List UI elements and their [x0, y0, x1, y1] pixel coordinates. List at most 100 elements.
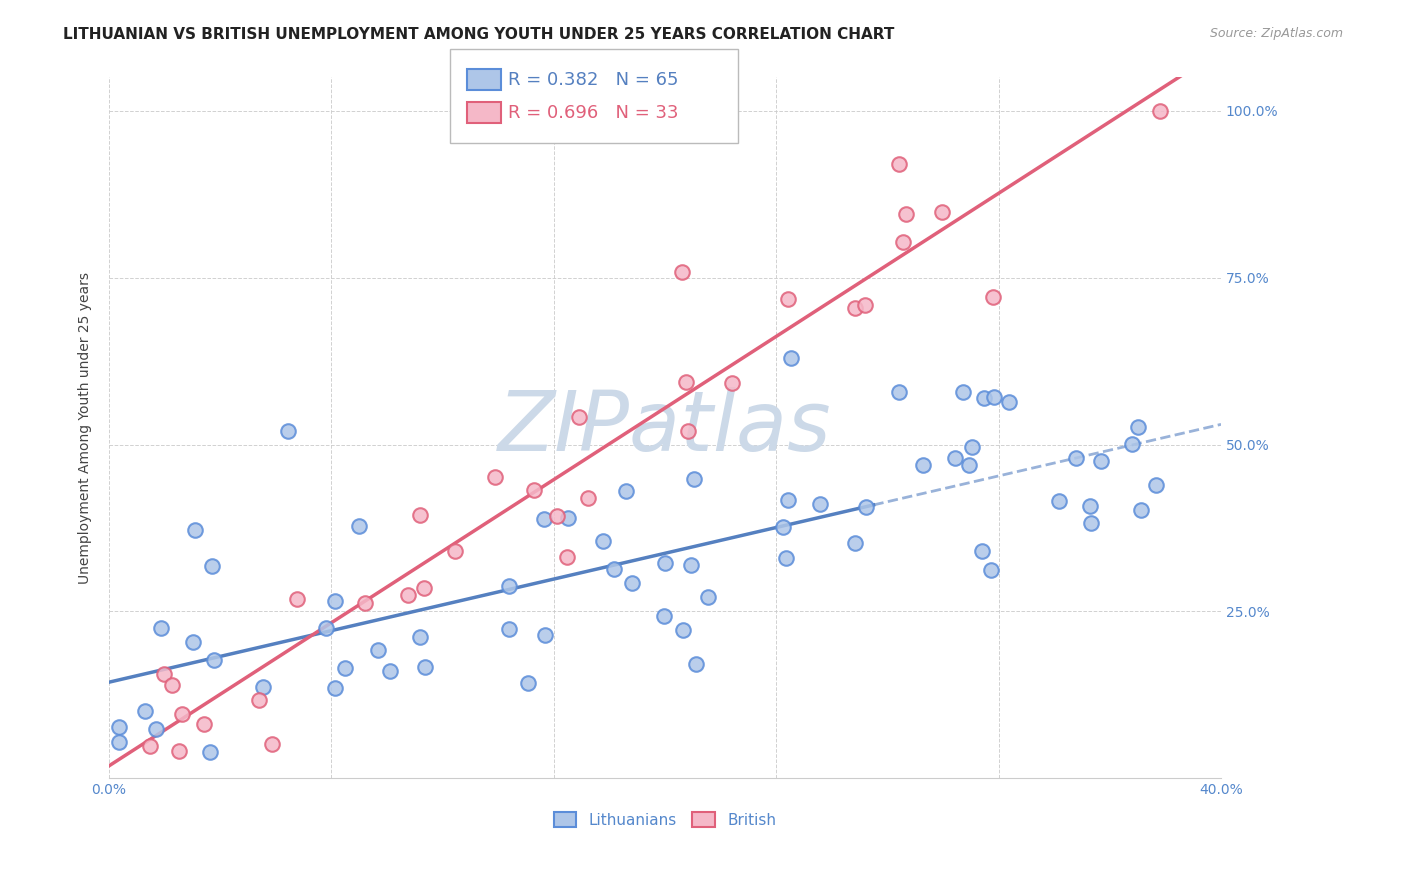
Point	[614, 483, 637, 498]
Point	[682, 472, 704, 486]
Point	[576, 491, 599, 506]
Point	[1144, 478, 1167, 492]
Point	[252, 680, 274, 694]
Point	[675, 376, 697, 390]
Point	[775, 550, 797, 565]
Point	[498, 622, 520, 636]
Point	[1066, 451, 1088, 466]
Point	[160, 678, 183, 692]
Point	[911, 458, 934, 473]
Point	[134, 704, 156, 718]
Point	[891, 235, 914, 250]
Point	[983, 391, 1005, 405]
Point	[720, 376, 742, 391]
Point	[444, 544, 467, 558]
Point	[277, 424, 299, 438]
Point	[409, 508, 432, 523]
Point	[981, 290, 1004, 304]
Point	[108, 735, 131, 749]
Point	[533, 512, 555, 526]
Point	[621, 576, 644, 591]
Point	[980, 563, 1002, 577]
Point	[1080, 516, 1102, 530]
Point	[349, 518, 371, 533]
Point	[152, 667, 174, 681]
Point	[778, 293, 800, 307]
Point	[808, 497, 831, 511]
Point	[887, 157, 910, 171]
Point	[183, 635, 205, 649]
Point	[184, 524, 207, 538]
Point	[107, 720, 129, 734]
Text: R = 0.696   N = 33: R = 0.696 N = 33	[508, 104, 678, 122]
Legend: Lithuanians, British: Lithuanians, British	[547, 805, 783, 834]
Point	[894, 207, 917, 221]
Point	[193, 716, 215, 731]
Text: LITHUANIAN VS BRITISH UNEMPLOYMENT AMONG YOUTH UNDER 25 YEARS CORRELATION CHART: LITHUANIAN VS BRITISH UNEMPLOYMENT AMONG…	[63, 27, 894, 42]
Point	[412, 581, 434, 595]
Point	[960, 441, 983, 455]
Point	[780, 351, 803, 365]
Text: ZIPatlas: ZIPatlas	[498, 387, 832, 468]
Point	[1047, 493, 1070, 508]
Point	[555, 550, 578, 565]
Point	[685, 657, 707, 672]
Point	[285, 591, 308, 606]
Point	[367, 642, 389, 657]
Point	[603, 562, 626, 576]
Point	[145, 722, 167, 736]
Point	[1080, 499, 1102, 513]
Point	[945, 451, 967, 466]
Point	[323, 681, 346, 696]
Point	[534, 628, 557, 642]
Point	[776, 493, 799, 508]
Point	[415, 660, 437, 674]
Point	[676, 424, 699, 438]
Point	[952, 384, 974, 399]
Point	[671, 265, 693, 279]
Point	[652, 609, 675, 624]
Text: R = 0.382   N = 65: R = 0.382 N = 65	[508, 71, 678, 89]
Point	[772, 520, 794, 534]
Point	[247, 693, 270, 707]
Point	[973, 392, 995, 406]
Point	[672, 623, 695, 637]
Point	[844, 536, 866, 550]
Point	[970, 543, 993, 558]
Point	[315, 621, 337, 635]
Point	[408, 630, 430, 644]
Point	[202, 653, 225, 667]
Point	[997, 395, 1019, 409]
Point	[696, 590, 718, 604]
Point	[517, 676, 540, 690]
Point	[853, 298, 876, 312]
Point	[1090, 453, 1112, 467]
Y-axis label: Unemployment Among Youth under 25 years: Unemployment Among Youth under 25 years	[79, 272, 93, 584]
Point	[201, 558, 224, 573]
Point	[592, 533, 614, 548]
Point	[957, 458, 980, 472]
Point	[200, 745, 222, 759]
Point	[167, 744, 190, 758]
Point	[149, 622, 172, 636]
Point	[1126, 420, 1149, 434]
Point	[1121, 437, 1143, 451]
Point	[1149, 103, 1171, 118]
Point	[1129, 503, 1152, 517]
Point	[498, 578, 520, 592]
Point	[484, 470, 506, 484]
Point	[855, 500, 877, 514]
Point	[546, 508, 568, 523]
Point	[172, 706, 194, 721]
Point	[679, 558, 702, 573]
Text: Source: ZipAtlas.com: Source: ZipAtlas.com	[1209, 27, 1343, 40]
Point	[396, 588, 419, 602]
Point	[323, 594, 346, 608]
Point	[931, 204, 953, 219]
Point	[335, 661, 357, 675]
Point	[378, 664, 401, 678]
Point	[887, 384, 910, 399]
Point	[557, 510, 579, 524]
Point	[260, 737, 283, 751]
Point	[654, 556, 676, 570]
